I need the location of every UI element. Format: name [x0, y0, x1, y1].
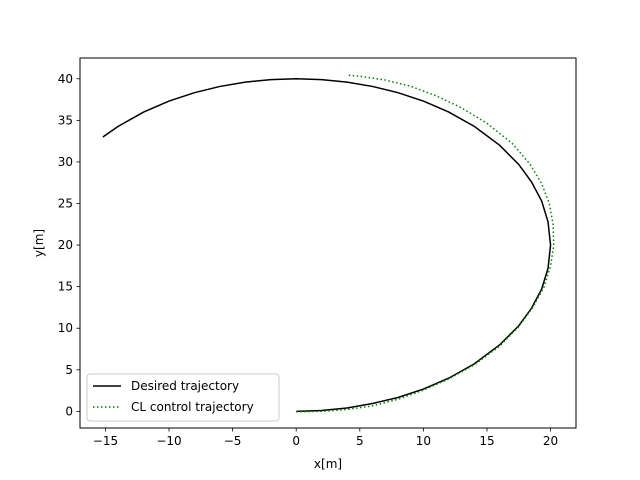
x-tick-label: 0: [292, 434, 300, 448]
x-tick-label: 10: [416, 434, 431, 448]
x-axis-label: x[m]: [314, 457, 342, 471]
y-tick-label: 30: [58, 155, 73, 169]
legend-label-cl-control: CL control trajectory: [131, 400, 254, 414]
y-tick-label: 20: [58, 238, 73, 252]
y-tick-label: 0: [65, 404, 73, 418]
y-tick-label: 10: [58, 321, 73, 335]
y-tick-label: 15: [58, 280, 73, 294]
series-line-0: [102, 78, 552, 413]
y-tick-label: 25: [58, 197, 73, 211]
x-tick-label: −10: [156, 434, 181, 448]
x-tick-label: 20: [543, 434, 558, 448]
plot-series: [102, 74, 555, 413]
x-tick-label: −5: [224, 434, 242, 448]
plot-frame: [79, 57, 577, 429]
legend-box: [86, 373, 280, 422]
legend: Desired trajectory CL control trajectory: [86, 373, 280, 422]
x-axis-ticks: −15 −10 −5 0 5 10 15 20: [93, 428, 558, 448]
y-tick-label: 35: [58, 113, 73, 127]
y-tick-label: 40: [58, 72, 73, 86]
y-axis-label: y[m]: [32, 229, 46, 257]
y-axis-ticks: 0 5 10 15 20 25 30 35 40: [58, 72, 80, 418]
series-line-1: [296, 74, 555, 413]
x-tick-label: 5: [356, 434, 364, 448]
x-tick-label: −15: [93, 434, 118, 448]
y-tick-label: 5: [65, 363, 73, 377]
x-tick-label: 15: [479, 434, 494, 448]
legend-label-desired: Desired trajectory: [131, 379, 239, 393]
